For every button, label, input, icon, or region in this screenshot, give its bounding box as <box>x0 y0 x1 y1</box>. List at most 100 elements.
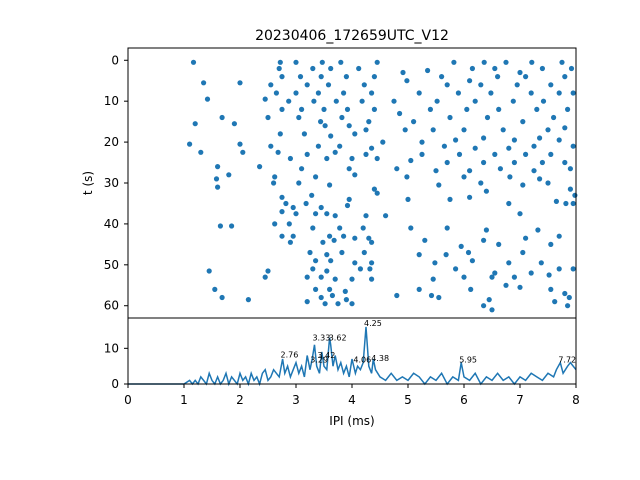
scatter-point <box>556 90 562 96</box>
x-tick-label: 5 <box>404 393 412 407</box>
scatter-point <box>503 282 509 288</box>
scatter-point <box>520 119 526 125</box>
scatter-point <box>444 82 450 88</box>
scatter-point <box>337 143 343 149</box>
scatter-point <box>273 90 279 96</box>
scatter-point <box>279 194 285 200</box>
scatter-point <box>546 272 552 278</box>
x-axis-ticks: 0 1 2 3 4 5 6 7 8 <box>124 384 580 407</box>
scatter-point <box>394 292 400 299</box>
scatter-point <box>374 190 380 196</box>
scatter-point <box>481 59 487 65</box>
scatter-point <box>367 266 373 272</box>
scatter-point <box>408 157 414 164</box>
scatter-point <box>231 121 237 127</box>
scatter-point <box>268 82 274 88</box>
scatter-point <box>552 299 558 305</box>
peak-label: 2.76 <box>281 350 299 359</box>
scatter-point <box>439 74 445 80</box>
scatter-point <box>343 297 349 303</box>
scatter-point <box>346 123 352 129</box>
scatter-point <box>272 174 278 180</box>
peak-label: 5.95 <box>459 355 477 364</box>
scatter-point <box>240 149 246 155</box>
scatter-point <box>565 303 571 309</box>
scatter-point <box>416 252 422 258</box>
scatter-point <box>514 82 520 88</box>
scatter-point <box>268 143 274 149</box>
scatter-point <box>219 114 225 121</box>
scatter-point <box>341 233 347 239</box>
scatter-point <box>481 303 487 309</box>
scatter-point <box>245 297 251 303</box>
scatter-point <box>296 114 302 121</box>
scatter-point <box>276 65 282 72</box>
scatter-point <box>310 225 316 231</box>
scatter-point <box>528 90 534 96</box>
scatter-point <box>430 127 436 133</box>
scatter-point <box>496 106 502 112</box>
scatter-point <box>458 243 464 249</box>
scatter-point <box>313 211 319 217</box>
scatter-point <box>556 266 562 272</box>
scatter-point <box>324 268 330 274</box>
scatter-point <box>198 149 204 155</box>
scatter-point <box>497 166 503 172</box>
scatter-point <box>304 151 310 157</box>
scatter-point <box>523 151 529 157</box>
scatter-point <box>447 196 453 202</box>
scatter-point <box>226 172 232 178</box>
scatter-point <box>394 166 400 172</box>
scatter-point <box>356 65 362 72</box>
scatter-point <box>461 127 467 133</box>
scatter-point <box>467 194 473 200</box>
scatter-point <box>327 182 333 188</box>
scatter-point <box>293 211 299 217</box>
scatter-point <box>339 114 345 121</box>
scatter-point <box>506 200 512 207</box>
scatter-point <box>472 98 478 104</box>
scatter-point <box>451 59 457 65</box>
peak-label: 4.38 <box>371 354 389 363</box>
scatter-point <box>523 235 529 241</box>
scatter-point <box>540 98 547 104</box>
scatter-point <box>467 168 473 174</box>
scatter-point <box>481 159 487 166</box>
x-tick-label: 4 <box>348 393 356 407</box>
scatter-point <box>352 172 358 178</box>
scatter-point <box>441 143 447 149</box>
x-axis-label: IPI (ms) <box>329 414 374 428</box>
scatter-point <box>380 139 386 145</box>
scatter-point <box>313 286 319 292</box>
scatter-point <box>517 211 523 217</box>
scatter-point <box>483 227 489 233</box>
scatter-point <box>190 59 197 65</box>
x-tick-label: 0 <box>124 393 132 407</box>
scatter-point <box>187 141 193 147</box>
y-tick-label: 10 <box>104 94 119 108</box>
scatter-point <box>453 266 459 272</box>
scatter-point <box>562 159 568 166</box>
ipi-series-line <box>128 326 577 387</box>
raster-scatter-panel: 20230406_172659UTC_V12 t (s) 0 10 20 30 40 50… <box>81 28 578 319</box>
scatter-point <box>279 74 285 80</box>
scatter-point <box>436 294 442 301</box>
y-axis-label: t (s) <box>81 171 95 195</box>
scatter-point <box>472 145 478 151</box>
scatter-point <box>257 164 263 170</box>
scatter-point <box>432 260 438 266</box>
scatter-point <box>548 241 554 247</box>
scatter-point <box>366 119 372 125</box>
scatter-point <box>324 211 330 217</box>
scatter-point <box>279 106 285 112</box>
scatter-point <box>290 204 296 211</box>
scatter-point <box>272 221 278 227</box>
scatter-point <box>517 284 523 290</box>
scatter-point <box>556 233 562 239</box>
scatter-point <box>320 239 326 245</box>
plot-frame <box>127 317 577 385</box>
scatter-point <box>422 237 428 243</box>
scatter-point <box>534 106 540 112</box>
scatter-point <box>374 59 380 65</box>
scatter-point <box>455 90 461 96</box>
